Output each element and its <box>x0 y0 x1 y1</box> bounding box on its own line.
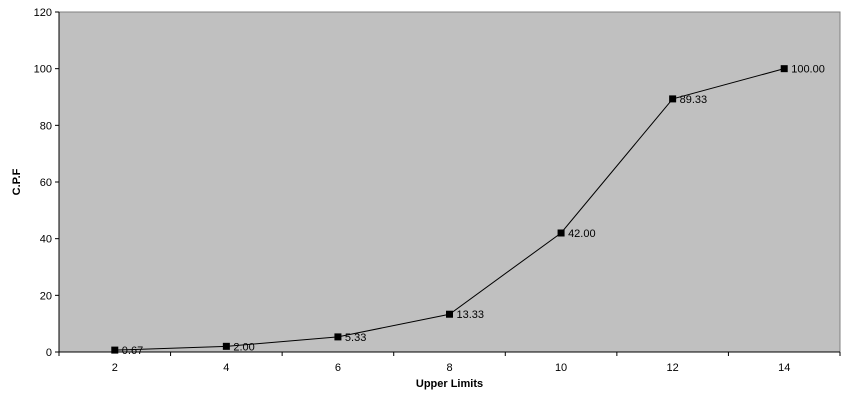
data-point-marker <box>780 65 788 73</box>
series-group: 0.67 2.00 5.33 13.33 42.00 89.33 100.00 <box>111 64 825 357</box>
y-tick-label: 100 <box>34 64 52 76</box>
data-label: 100.00 <box>791 64 825 76</box>
x-tick-label: 8 <box>446 362 452 374</box>
data-point-marker <box>669 95 677 103</box>
y-axis: 0 20 40 60 80 100 120 <box>34 7 60 359</box>
plot-area <box>58 11 841 353</box>
x-tick-label: 6 <box>335 362 341 374</box>
data-point-marker <box>222 342 230 350</box>
data-label: 89.33 <box>680 94 708 106</box>
y-tick-label: 20 <box>40 290 52 302</box>
x-tick-label: 12 <box>667 362 679 374</box>
data-label: 2.00 <box>233 341 254 353</box>
x-axis: 2 4 6 8 10 12 14 <box>58 351 841 374</box>
y-tick-label: 80 <box>40 120 52 132</box>
data-label: 0.67 <box>122 345 143 357</box>
x-tick-label: 4 <box>223 362 229 374</box>
x-tick-label: 10 <box>555 362 567 374</box>
data-label: 5.33 <box>345 332 366 344</box>
x-tick-label: 14 <box>778 362 790 374</box>
data-label: 42.00 <box>568 228 596 240</box>
y-tick-label: 60 <box>40 177 52 189</box>
y-tick-label: 120 <box>34 7 52 19</box>
data-point-marker <box>446 310 453 318</box>
data-point-marker <box>557 229 565 237</box>
x-tick-label: 2 <box>112 362 118 374</box>
x-axis-title: Upper Limits <box>416 378 483 390</box>
y-axis-title: C.P.F <box>11 168 23 195</box>
data-label: 13.33 <box>457 309 485 321</box>
y-tick-label: 0 <box>46 347 52 359</box>
data-point-marker <box>334 333 342 341</box>
data-point-marker <box>111 346 119 354</box>
y-tick-label: 40 <box>40 234 52 246</box>
